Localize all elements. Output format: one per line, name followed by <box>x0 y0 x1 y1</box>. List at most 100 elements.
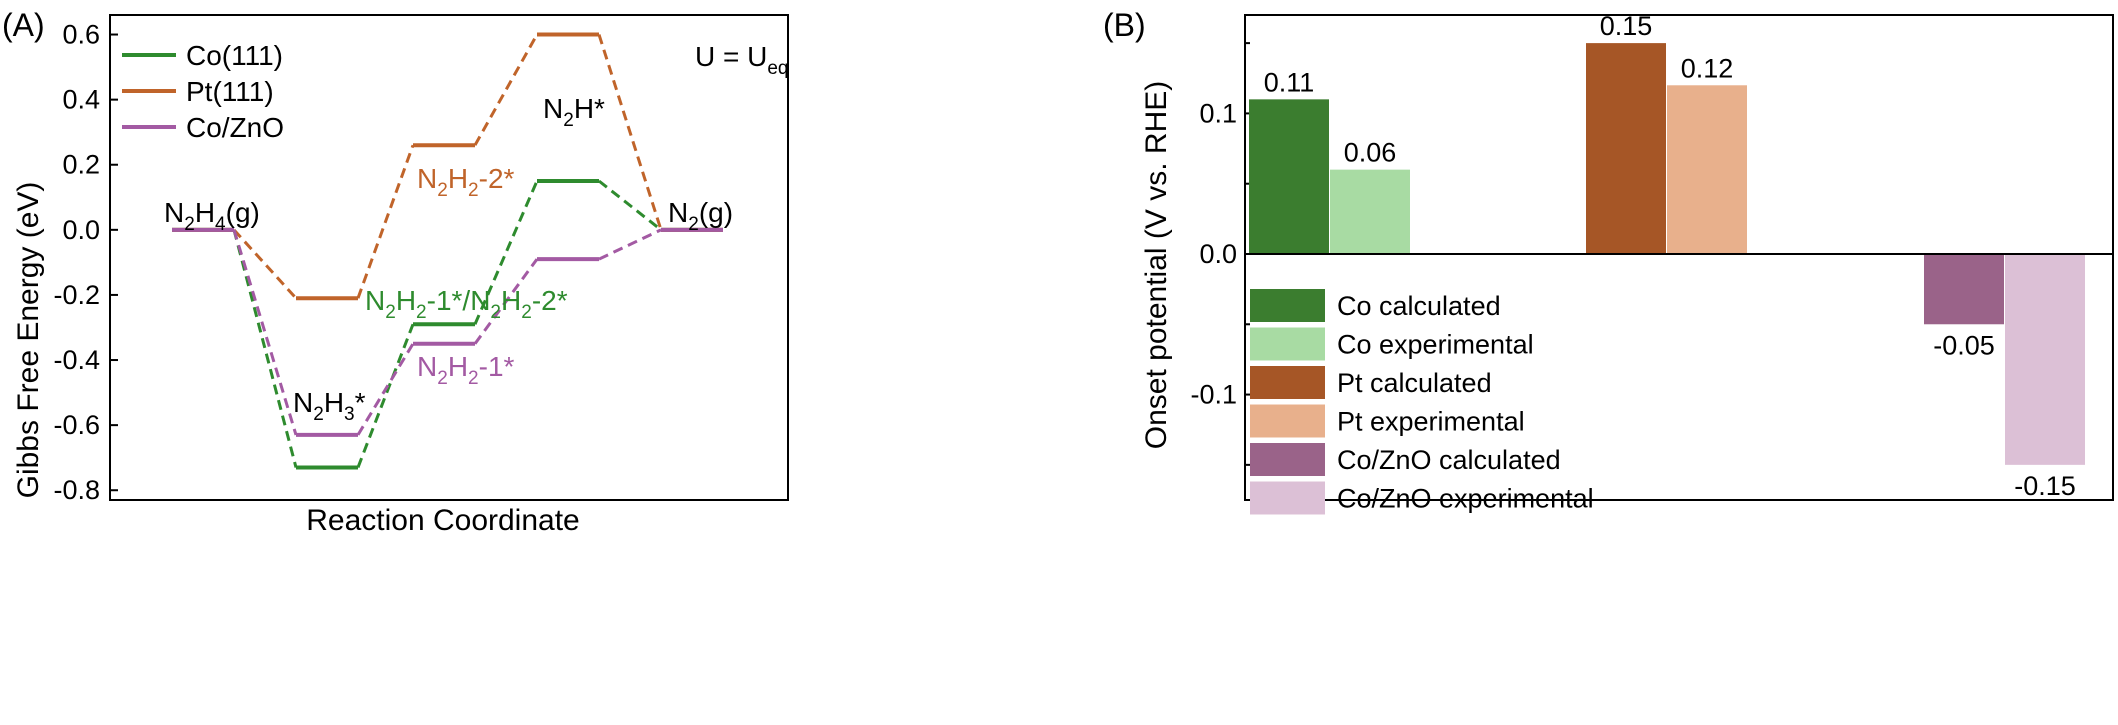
step-label: N2H3* <box>293 387 366 425</box>
bar-value-label: -0.15 <box>2014 471 2076 501</box>
y-tick-label: -0.1 <box>1190 380 1237 410</box>
bar-Co calculated <box>1249 99 1329 254</box>
label-part: 2 <box>688 214 699 235</box>
label-part: H <box>324 387 344 418</box>
bar-value-label: 0.15 <box>1600 11 1653 41</box>
label-part: H <box>501 285 521 316</box>
legend-label: Co/ZnO calculated <box>1337 445 1561 475</box>
bar-value-label: 0.11 <box>1264 67 1315 97</box>
y-tick-label: 0.2 <box>62 150 100 180</box>
y-tick-label: 0.6 <box>62 20 100 50</box>
label-part: * <box>355 387 366 418</box>
label-part: 2 <box>184 214 195 235</box>
panel-a-ylabel: Gibbs Free Energy (eV) <box>12 182 45 499</box>
label-part: 2 <box>437 368 448 389</box>
bar-Co/ZnO calculated <box>1924 253 2004 325</box>
y-tick-label: -0.8 <box>53 475 100 505</box>
panel-a-plot <box>172 32 723 470</box>
label-part: 2 <box>468 368 479 389</box>
label-part: 2 <box>416 302 427 323</box>
panel-b-plot: 0.11 0.06 0.15 0.12 -0.05 -0.15 <box>1245 11 2113 501</box>
legend-label: Co experimental <box>1337 330 1534 360</box>
label-part: 2 <box>313 404 324 425</box>
step-label: N2H4(g) <box>164 197 260 235</box>
panel-b-ylabel: Onset potential (V vs. RHE) <box>1140 81 1173 449</box>
legend-label: Pt calculated <box>1337 368 1492 398</box>
y-tick-label: 0.0 <box>1199 239 1237 269</box>
step-label: N2H2-1*/N2H2-2* <box>365 285 568 323</box>
label-part: N <box>293 387 313 418</box>
legend-label: Co calculated <box>1337 291 1501 321</box>
transition-connector <box>356 144 415 299</box>
step-label: N2H2-1* <box>417 351 515 389</box>
legend-swatch <box>1250 404 1325 438</box>
transition-connector <box>598 228 662 261</box>
bar-value-label: -0.05 <box>1933 330 1995 360</box>
y-tick-label: -0.4 <box>53 345 100 375</box>
step-label: N2(g) <box>668 197 733 235</box>
transition-connector <box>232 229 298 436</box>
label-part: 2 <box>521 302 532 323</box>
transition-connector <box>473 258 539 345</box>
legend-swatch <box>1250 366 1325 399</box>
label-part: 2 <box>563 110 574 131</box>
bar-Pt calculated <box>1586 43 1666 254</box>
panel-a-legend: Co(111) Pt(111) Co/ZnO <box>122 40 284 143</box>
bar-value-label: 0.06 <box>1344 138 1397 168</box>
transition-connector <box>356 342 415 436</box>
transition-connector <box>232 229 298 468</box>
step-label: N2H* <box>543 93 605 131</box>
legend-swatch <box>1250 443 1325 476</box>
bar-Co/ZnO experimental <box>2005 253 2085 465</box>
y-tick-label: -0.2 <box>53 280 100 310</box>
label-part: H* <box>574 93 605 124</box>
legend-swatch <box>1250 327 1325 361</box>
label-part: N <box>543 93 563 124</box>
y-tick-label: 0.0 <box>62 215 100 245</box>
condition-label: U = Ueq <box>695 41 789 79</box>
y-tick-label: -0.6 <box>53 410 100 440</box>
label-part: -1*/N <box>427 285 491 316</box>
bar-value-label: 0.12 <box>1681 53 1734 83</box>
series-Co/ZnO <box>172 227 723 437</box>
label-part: 2 <box>437 180 448 201</box>
panel-b-legend: Co calculated Co experimental Pt calculate… <box>1250 289 1594 515</box>
label-part: -1* <box>479 351 515 382</box>
label-part: (g) <box>226 197 260 228</box>
transition-connector <box>473 33 539 146</box>
label-part: -2* <box>532 285 568 316</box>
label-part: 2 <box>490 302 501 323</box>
label-part: (g) <box>699 197 733 228</box>
transition-connector <box>473 180 539 325</box>
label-part: H <box>195 197 215 228</box>
label-part: H <box>448 163 468 194</box>
step-label: N2H2-2* <box>417 163 515 201</box>
legend-label: Pt(111) <box>186 76 274 107</box>
panel-a-xlabel: Reaction Coordinate <box>306 504 580 537</box>
y-tick-label: 0.1 <box>1199 98 1237 128</box>
panel-b-y-axis: -0.1 0.0 0.1 <box>1190 42 1253 466</box>
label-part: N <box>417 163 437 194</box>
transition-connector <box>598 179 662 232</box>
label-part: 3 <box>344 404 355 425</box>
bar-Pt experimental <box>1667 85 1747 254</box>
label-part: N <box>365 285 385 316</box>
y-tick-label: 0.4 <box>62 85 100 115</box>
label-part: N <box>668 197 688 228</box>
bar-Co experimental <box>1330 169 1410 254</box>
legend-label: Pt experimental <box>1337 407 1525 437</box>
panel-a-frame <box>109 14 789 501</box>
label-part: H <box>448 351 468 382</box>
panel-b-frame <box>1244 14 2114 501</box>
legend-label: Co/ZnO <box>186 112 284 143</box>
transition-connector <box>597 34 663 231</box>
label-part: N <box>417 351 437 382</box>
legend-label: Co(111) <box>186 40 283 71</box>
panel-a-label: (A) <box>2 7 45 43</box>
panel-a-annotations: N2H4(g)N2H3*N2H2-1*/N2H2-2*N2H2-1*N2H2-2… <box>164 93 733 425</box>
label-part: 2 <box>468 180 479 201</box>
legend-swatch <box>1250 289 1325 322</box>
label-part: 4 <box>215 214 226 235</box>
transition-connector <box>356 323 415 468</box>
